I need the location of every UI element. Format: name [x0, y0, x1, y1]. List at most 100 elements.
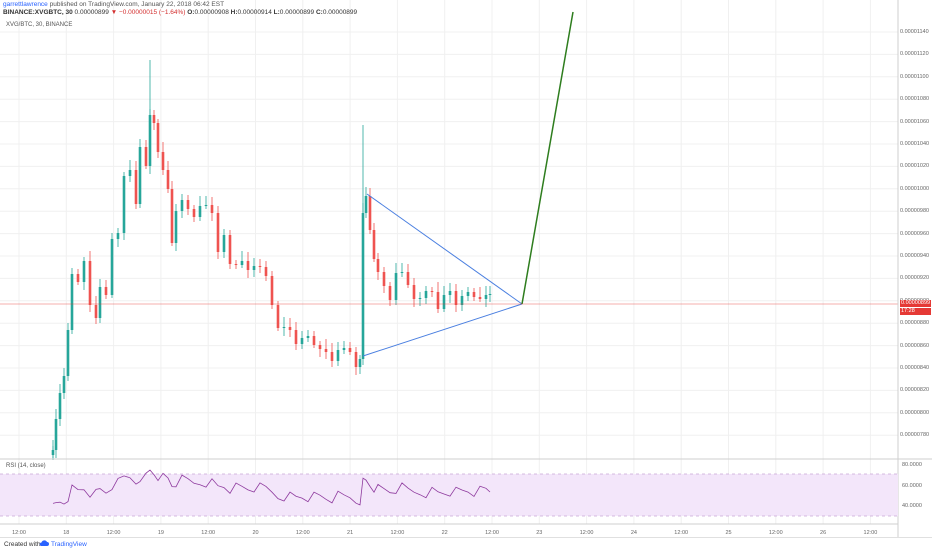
rsi-legend[interactable]: RSI (14, close) — [6, 463, 46, 469]
price-tick-label: 0.00000980 — [900, 208, 930, 215]
candle — [484, 286, 488, 307]
low-label: L: — [273, 9, 280, 16]
publish-info: garrettlawrence published on TradingView… — [3, 1, 224, 9]
tradingview-link[interactable]: TradingView — [51, 541, 87, 548]
candle — [156, 119, 160, 158]
time-tick-label: 22 — [441, 530, 448, 536]
rsi-tick-label: 60.0000 — [902, 483, 922, 489]
triangle-lower-line[interactable] — [362, 303, 523, 357]
time-tick-label: 19 — [157, 530, 164, 536]
rsi-tick-label: 80.0000 — [902, 462, 922, 468]
candle — [324, 339, 328, 359]
candle — [376, 253, 380, 280]
series-legend[interactable]: XVG/BTC, 30, BINANCE — [6, 22, 73, 28]
candle — [312, 331, 316, 348]
candle — [288, 318, 292, 337]
footer: Created with TradingView — [0, 537, 932, 551]
time-tick-label: 12:00 — [106, 530, 121, 536]
time-tick-label: 12:00 — [390, 530, 405, 536]
candle — [210, 197, 214, 221]
price-tick-label: 0.00000880 — [900, 320, 930, 327]
candle — [180, 194, 184, 218]
price-change: −0.00000015 (−1.64%) — [118, 9, 186, 16]
candle — [372, 223, 376, 262]
candle — [94, 296, 98, 324]
close-value: 0.00000899 — [322, 9, 358, 16]
candle — [98, 279, 102, 323]
time-tick-label: 20 — [252, 530, 259, 536]
rsi-tick-label: 40.0000 — [902, 503, 922, 509]
open-value: 0.00000908 — [194, 9, 229, 16]
candle — [82, 257, 86, 290]
projection-line[interactable] — [521, 11, 574, 305]
candle — [400, 263, 404, 277]
price-tick-label: 0.00000960 — [900, 230, 930, 237]
down-arrow-icon: ▼ — [110, 9, 118, 16]
publish-text: published on TradingView.com, January 22… — [49, 1, 225, 8]
candle — [276, 301, 280, 331]
candle — [424, 286, 428, 304]
time-tick-label: 12:00 — [12, 530, 26, 536]
grid — [0, 0, 898, 524]
candle — [294, 322, 298, 350]
open-label: O: — [187, 9, 195, 16]
rsi-band — [0, 474, 898, 516]
candle — [122, 172, 126, 240]
tradingview-cloud-icon — [39, 540, 49, 546]
candle — [460, 290, 464, 311]
candle — [306, 330, 310, 342]
candle — [448, 283, 452, 303]
candle — [66, 323, 70, 381]
candle — [318, 341, 322, 357]
high-value: 0.00000914 — [237, 9, 272, 16]
price-tick-label: 0.00001020 — [900, 163, 930, 170]
candle — [134, 161, 138, 209]
candle — [418, 292, 422, 306]
candle — [161, 142, 165, 175]
price-tick-label: 0.00001000 — [900, 185, 930, 192]
candle — [264, 261, 268, 281]
author-link[interactable]: garrettlawrence — [3, 1, 48, 8]
time-tick-label: 12:00 — [579, 530, 594, 536]
time-tick-label: 12:00 — [295, 530, 310, 536]
candle — [361, 203, 365, 365]
rsi-line — [52, 469, 491, 506]
candle — [76, 269, 80, 285]
candle — [270, 271, 274, 309]
price-tick-label: 0.00000920 — [900, 275, 930, 282]
candle — [138, 139, 142, 208]
price-tick-label: 0.00000820 — [900, 387, 930, 394]
time-tick-label: 23 — [536, 530, 543, 536]
candle — [228, 230, 232, 269]
candle — [342, 341, 346, 354]
symbol-label: BINANCE:XVGBTC, 30 — [3, 9, 73, 16]
candle — [354, 347, 358, 375]
candle — [62, 368, 66, 399]
price-tick-label: 0.00001120 — [900, 51, 929, 58]
time-tick-label: 12:00 — [768, 530, 783, 536]
candle — [406, 264, 410, 288]
candle — [246, 252, 250, 278]
triangle-upper-line[interactable] — [366, 193, 523, 305]
price-tick-label: 0.00000800 — [900, 409, 930, 416]
current-price-tag: 0.00000899 — [900, 300, 931, 307]
time-tick-label: 18 — [63, 530, 70, 536]
candle — [240, 251, 244, 268]
price-tick-label: 0.00000860 — [900, 342, 930, 349]
price-tick-label: 0.00001040 — [900, 141, 930, 147]
candle — [54, 409, 58, 458]
time-tick-label: 25 — [725, 530, 732, 536]
time-tick-label: 12:00 — [485, 530, 499, 536]
created-with-text: Created with — [4, 541, 41, 548]
candle — [388, 282, 392, 306]
candlestick-series — [51, 60, 492, 460]
candle — [436, 282, 440, 313]
candle — [382, 267, 386, 293]
last-price: 0.00000899 — [74, 9, 109, 16]
candle — [330, 343, 334, 367]
time-tick-label: 26 — [820, 530, 827, 536]
high-label: H: — [230, 9, 238, 16]
candle — [110, 233, 114, 298]
candle — [222, 229, 226, 258]
